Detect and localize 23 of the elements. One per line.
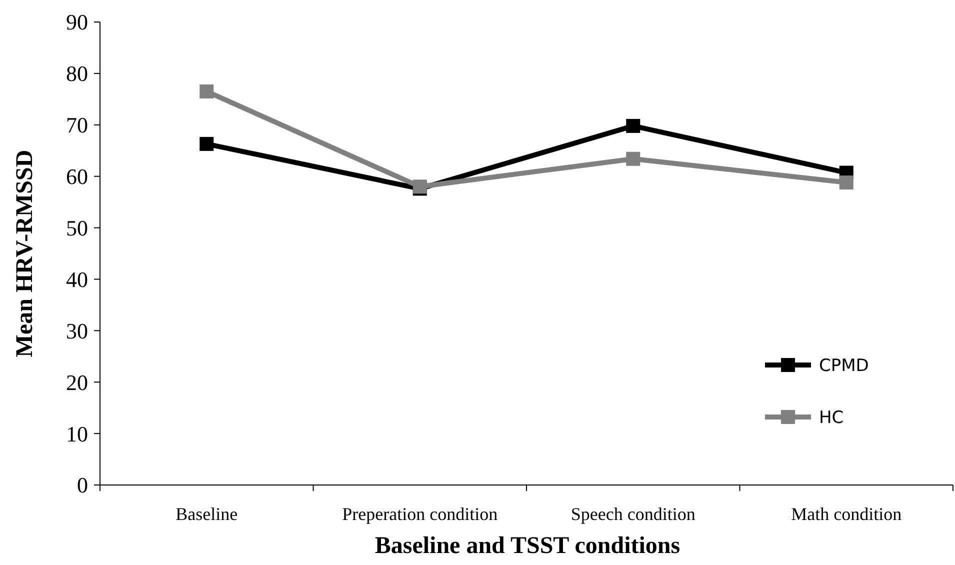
y-tick-label: 10 <box>66 421 88 446</box>
point <box>200 136 214 151</box>
x-axis-title: Baseline and TSST conditions <box>374 533 680 559</box>
legend-label: CPMD <box>819 356 869 376</box>
x-tick-label: Preperation condition <box>342 504 498 524</box>
point <box>626 118 640 133</box>
y-tick-label: 40 <box>66 266 88 292</box>
y-tick-label: 20 <box>66 370 88 395</box>
y-tick-label: 80 <box>66 61 88 86</box>
y-tick-label: 70 <box>66 112 88 138</box>
y-axis-title: Mean HRV-RMSSD <box>12 150 38 358</box>
point <box>839 176 854 190</box>
x-tick-label: Math condition <box>791 504 902 524</box>
y-tick-label: 60 <box>66 164 88 190</box>
point <box>200 84 214 98</box>
x-tick-label: Baseline <box>176 504 238 524</box>
y-tick-label: 50 <box>66 215 88 240</box>
y-tick-label: 30 <box>66 318 88 344</box>
legend-label: HC <box>819 408 844 428</box>
x-tick-label: Speech condition <box>570 504 696 524</box>
y-tick-label: 90 <box>66 10 88 35</box>
y-tick-label: 0 <box>77 472 88 498</box>
point <box>626 152 640 166</box>
